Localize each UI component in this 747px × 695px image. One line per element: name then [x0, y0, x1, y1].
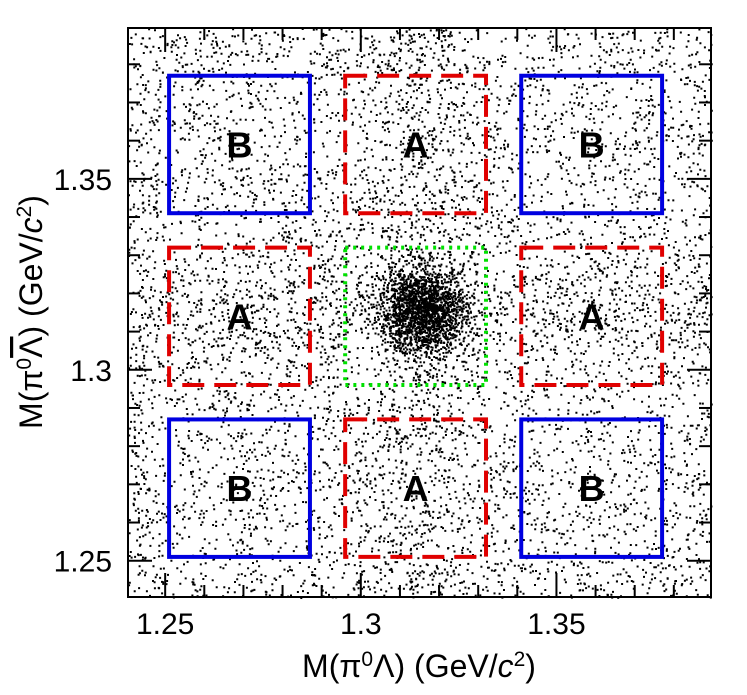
sideband-b-top-right-box	[519, 73, 665, 216]
x-tick-label: 1.35	[527, 608, 585, 641]
sideband-b-bottom-right-box	[519, 417, 665, 559]
plot-frame	[127, 27, 712, 598]
sideband-a-bottom-label: A	[403, 468, 429, 509]
sideband-a-right-box	[519, 245, 665, 388]
data-points	[128, 28, 713, 599]
x-title-mid: Λ) (GeV/	[373, 648, 498, 684]
sideband-b-top-right-label: B	[579, 124, 605, 165]
y-title-pre: M(π	[13, 370, 49, 429]
x-axis-title: M(π0Λ) (GeV/c2)	[302, 648, 536, 685]
x-title-sup1: 0	[361, 648, 373, 671]
y-tick-label: 1.35	[54, 164, 112, 197]
y-title-ital: c	[13, 217, 49, 233]
x-title-post: )	[525, 648, 536, 684]
y-title-post2: )	[13, 195, 49, 206]
x-tick-label: 1.25	[136, 608, 194, 641]
region-boxes: A A A A B B B B	[167, 73, 665, 559]
scatter-points	[128, 28, 713, 599]
sideband-b-bottom-left-box	[167, 417, 312, 559]
y-title-post1: ) (GeV/	[13, 233, 49, 336]
y-title-sup2: 2	[13, 206, 36, 218]
x-title-pre: M(π	[302, 648, 361, 684]
x-tick-label: 1.3	[340, 608, 382, 641]
x-title-ital: c	[498, 648, 514, 684]
sideband-b-top-left-label: B	[227, 124, 253, 165]
y-tick-label: 1.3	[70, 355, 112, 388]
y-tick-label: 1.25	[54, 546, 112, 579]
sideband-a-top-label: A	[403, 124, 429, 165]
sideband-a-top-box	[343, 73, 489, 216]
axis-ticks: 1.25 1.3 1.35 1.25 1.3 1.35	[54, 28, 711, 641]
sideband-a-bottom-box	[343, 417, 489, 559]
y-axis-title: M(π0Λ) (GeV/c2)	[13, 195, 50, 429]
sideband-b-top-left-box	[167, 73, 312, 216]
sideband-a-left-box	[167, 245, 312, 388]
sideband-a-left-label: A	[227, 296, 253, 337]
signal-box	[343, 245, 489, 388]
y-title-sup1: 0	[13, 358, 36, 370]
sideband-a-right-label: A	[579, 296, 605, 337]
x-title-sup2: 2	[514, 648, 526, 671]
y-title-lambda-bar: Λ	[13, 336, 49, 358]
sideband-b-bottom-right-label: B	[579, 468, 605, 509]
sideband-b-bottom-left-label: B	[227, 468, 253, 509]
